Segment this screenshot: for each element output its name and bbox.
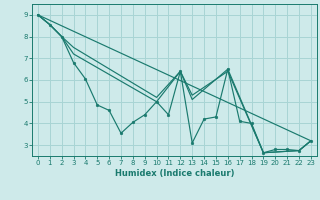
X-axis label: Humidex (Indice chaleur): Humidex (Indice chaleur) <box>115 169 234 178</box>
